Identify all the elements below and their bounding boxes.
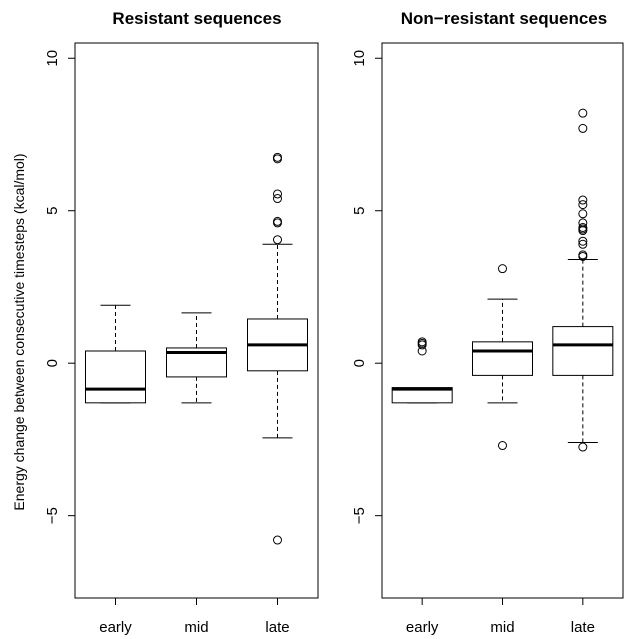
- outlier-point: [498, 441, 507, 451]
- box-late: [552, 108, 614, 452]
- panel-title: Non−resistant sequences: [401, 9, 607, 28]
- outlier-point: [417, 337, 427, 347]
- box-late: [247, 152, 308, 545]
- y-tick-label: −5: [44, 507, 61, 524]
- panel-non-resistant: Non−resistant sequences −5 0 5 10 early mid la…: [351, 9, 624, 636]
- y-axis-label: Energy change between consecutive timest…: [11, 153, 27, 510]
- outlier-point: [273, 152, 282, 162]
- x-tick-label: mid: [490, 619, 514, 636]
- outlier-point: [273, 194, 282, 204]
- y-tick-label: 5: [44, 207, 61, 215]
- box-iqr: [391, 387, 453, 404]
- panel-title: Resistant sequences: [112, 9, 281, 28]
- y-tick-label: 10: [351, 50, 368, 67]
- outlier-point: [578, 239, 588, 249]
- outlier-point: [578, 250, 588, 260]
- outlier-point: [578, 195, 588, 205]
- x-tick-label: early: [99, 619, 132, 636]
- box-iqr: [552, 326, 614, 376]
- x-tick-label: mid: [184, 619, 208, 636]
- outlier-point: [578, 200, 588, 210]
- x-tick-label: late: [265, 619, 289, 636]
- outlier-point: [273, 216, 282, 226]
- outlier-point: [273, 535, 282, 545]
- y-tick-label: −5: [351, 507, 368, 524]
- outlier-point: [578, 236, 588, 246]
- box-mid: [472, 264, 533, 451]
- y-tick-label: 0: [44, 359, 61, 367]
- box-iqr: [472, 341, 533, 376]
- box-iqr: [85, 350, 146, 404]
- y-tick-label: 10: [44, 50, 61, 67]
- panel-resistant: Resistant sequences −5 0 5 10 early mid late: [44, 9, 319, 636]
- outlier-point: [273, 235, 282, 245]
- outlier-point: [578, 209, 588, 219]
- outlier-point: [273, 189, 282, 199]
- outlier-point: [578, 218, 588, 228]
- x-tick-label: early: [406, 619, 439, 636]
- box-mid: [166, 312, 227, 404]
- outlier-point: [578, 108, 588, 118]
- box-early: [85, 304, 146, 404]
- outlier-point: [578, 123, 588, 133]
- y-tick-label: 5: [351, 207, 368, 215]
- y-tick-label: 0: [351, 359, 368, 367]
- outlier-point: [498, 264, 507, 274]
- x-tick-label: late: [571, 619, 595, 636]
- box-early: [391, 337, 453, 404]
- outlier-point: [578, 442, 588, 452]
- outlier-point: [578, 222, 588, 232]
